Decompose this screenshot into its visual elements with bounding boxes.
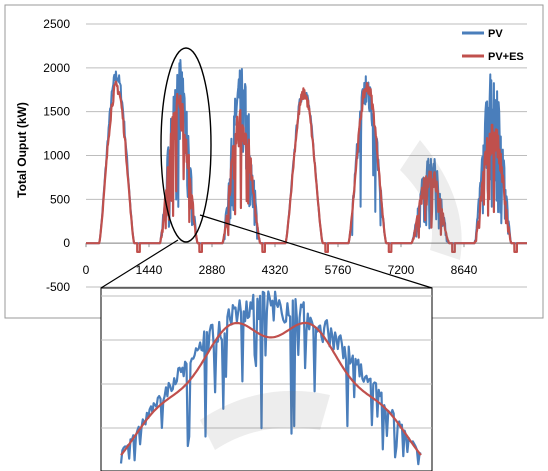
main-chart-frame (4, 4, 544, 319)
main-series-group (86, 59, 527, 253)
x-tick-label: 5760 (325, 263, 352, 277)
y-tick-label: 2000 (43, 61, 70, 75)
y-tick-label: 1000 (43, 149, 70, 163)
zoom-connector-left (100, 239, 179, 289)
legend: PV PV+ES (462, 28, 524, 63)
y-tick-label: 2500 (43, 17, 70, 31)
x-tick-label: 2880 (199, 263, 226, 277)
legend-label-pv: PV (488, 28, 503, 40)
main-y-tick-labels: -500 0 500 1000 1500 2000 2500 (43, 17, 70, 294)
legend-label-pv-es: PV+ES (488, 51, 524, 63)
series-line-pv-es (86, 80, 527, 253)
watermark-logo (200, 140, 462, 450)
inset-series-line-pv (119, 290, 422, 466)
highlight-ellipse (160, 47, 212, 243)
x-tick-label: 8640 (451, 263, 478, 277)
inset-series-group (119, 290, 422, 466)
y-tick-label: 0 (63, 236, 70, 250)
y-tick-label: 1500 (43, 105, 70, 119)
y-axis-label: Total Ouput (kW) (15, 102, 29, 198)
x-tick-label: 1440 (136, 263, 163, 277)
y-tick-label: 500 (50, 192, 70, 206)
x-tick-label: 0 (83, 263, 90, 277)
x-tick-label: 4320 (262, 263, 289, 277)
zoom-connector-right (199, 214, 433, 289)
x-tick-label: 7200 (388, 263, 415, 277)
y-tick-label: -500 (46, 280, 70, 294)
inset-series-line-pv-es (120, 321, 422, 456)
